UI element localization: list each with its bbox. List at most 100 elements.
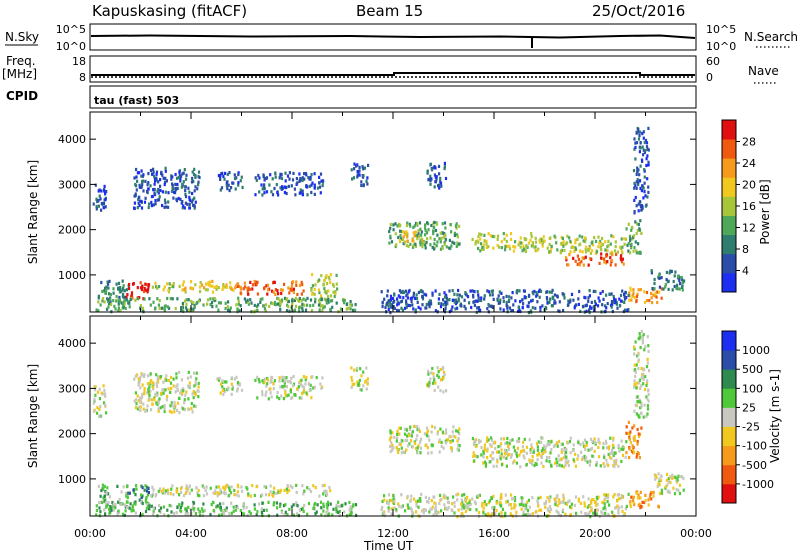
scatter-cell [526,500,529,504]
scatter-cell [511,438,514,442]
scatter-cell [622,447,625,451]
scatter-cell [637,493,640,497]
scatter-cell [675,286,678,290]
scatter-cell [100,391,103,395]
scatter-cell [676,283,679,287]
power-x-ticks [89,112,697,312]
scatter-cell [147,288,150,292]
scatter-cell [657,273,661,277]
scatter-cell [567,263,570,267]
scatter-cell [102,201,106,205]
scatter-cell [109,293,112,297]
colorbar-swatch [722,483,736,504]
scatter-cell [490,289,493,293]
scatter-cell [620,505,623,509]
scatter-cell [245,505,248,510]
scatter-cell [407,290,410,294]
scatter-cell [416,300,419,304]
scatter-cell [380,508,383,512]
scatter-cell [513,502,516,506]
scatter-cell [159,506,163,510]
scatter-cell [650,296,653,300]
scatter-cell [119,300,122,304]
scatter-cell [640,189,643,193]
scatter-cell [441,231,444,235]
scatter-cell [143,387,146,391]
velocity-x-ticks: 00:00 04:00 08:00 12:00 16:00 20:00 00:00 [74,316,712,540]
scatter-cell [495,464,498,468]
scatter-cell [248,287,251,291]
scatter-cell [140,199,143,203]
scatter-cell [141,392,144,396]
scatter-cell [650,271,653,275]
scatter-cell [621,509,624,513]
scatter-cell [250,301,253,305]
scatter-cell [639,219,642,223]
scatter-cell [151,172,154,176]
scatter-cell [408,222,411,226]
scatter-cell [601,500,604,505]
scatter-cell [206,298,209,302]
scatter-cell [498,455,501,459]
scatter-cell [660,491,664,495]
scatter-cell [214,491,217,495]
scatter-cell [109,505,112,509]
scatter-cell [366,377,369,381]
scatter-cell [553,234,556,238]
scatter-cell [617,464,620,468]
scatter-cell [103,184,106,188]
scatter-cell [424,443,427,448]
scatter-cell [146,382,149,386]
scatter-cell [532,292,535,296]
scatter-cell [641,132,644,136]
scatter-cell [528,458,531,462]
scatter-cell [389,226,392,230]
scatter-cell [601,303,604,307]
scatter-cell [337,510,340,514]
scatter-cell [478,440,481,445]
scatter-cell [441,246,444,250]
scatter-cell [488,499,491,503]
scatter-cell [174,172,177,177]
scatter-cell [313,287,316,291]
scatter-cell [631,498,634,502]
scatter-cell [440,440,443,444]
scatter-cell [184,491,187,495]
scatter-cell [633,186,636,190]
scatter-cell [572,298,575,302]
scatter-cell [410,494,413,498]
scatter-cell [423,432,426,436]
scatter-cell [320,513,323,517]
scatter-cell [121,512,125,516]
scatter-cell [540,455,543,459]
scatter-cell [652,293,655,297]
scatter-cell [636,292,639,296]
scatter-cell [512,303,515,307]
scatter-cell [546,496,549,500]
scatter-cell [147,390,150,394]
scatter-cell [474,439,477,443]
scatter-cell [409,304,412,308]
scatter-cell [161,203,164,208]
scatter-cell [476,290,479,294]
scatter-cell [496,460,499,464]
scatter-cell [591,243,595,247]
colorbar-swatch [722,350,736,370]
scatter-cell [152,167,155,171]
scatter-cell [567,459,570,463]
scatter-cell [144,409,147,413]
scatter-cell [420,230,423,234]
scatter-cell [625,440,628,444]
scatter-cell [548,510,551,514]
scatter-cell [389,222,392,227]
scatter-cell [608,445,611,449]
scatter-cell [98,414,101,419]
scatter-cell [312,506,315,510]
scatter-cell [322,283,325,287]
scatter-cell [290,505,293,509]
scatter-cell [643,300,647,304]
scatter-cell [103,494,106,498]
scatter-cell [153,396,156,400]
scatter-cell [477,306,481,310]
scatter-cell [266,378,270,382]
